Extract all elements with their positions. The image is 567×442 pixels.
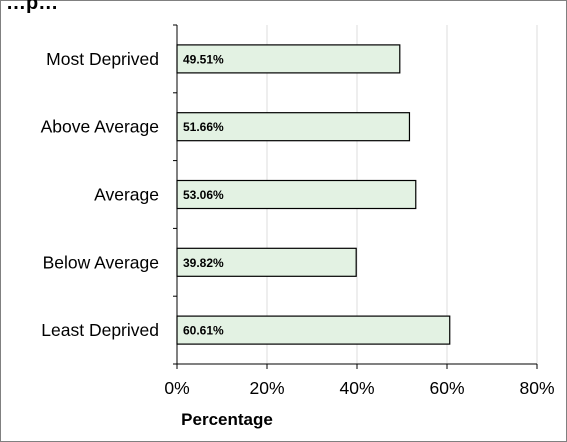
x-tick-label: 20% <box>249 378 284 398</box>
data-label: 53.06% <box>183 188 224 202</box>
category-label: Most Deprived <box>46 49 159 69</box>
data-label: 39.82% <box>183 256 224 270</box>
category-label: Below Average <box>43 252 159 272</box>
category-label: Average <box>94 185 159 205</box>
category-label: Least Deprived <box>41 320 159 340</box>
data-label: 51.66% <box>183 120 224 134</box>
labels: 49.51% Most Deprived 51.66% Above Average 53… <box>41 49 555 398</box>
category-label: Above Average <box>41 117 159 137</box>
x-tick-label: 0% <box>164 378 189 398</box>
bar <box>176 112 411 142</box>
x-tick-label: 40% <box>339 378 374 398</box>
data-label: 60.61% <box>183 324 224 338</box>
x-tick-label: 80% <box>519 378 554 398</box>
bars <box>176 44 451 345</box>
data-label: 49.51% <box>183 52 224 66</box>
axes <box>173 24 538 369</box>
x-tick-label: 60% <box>429 378 464 398</box>
x-axis-title: Percentage <box>181 410 273 429</box>
bar <box>176 44 401 74</box>
chart-title: …p… <box>6 0 58 14</box>
